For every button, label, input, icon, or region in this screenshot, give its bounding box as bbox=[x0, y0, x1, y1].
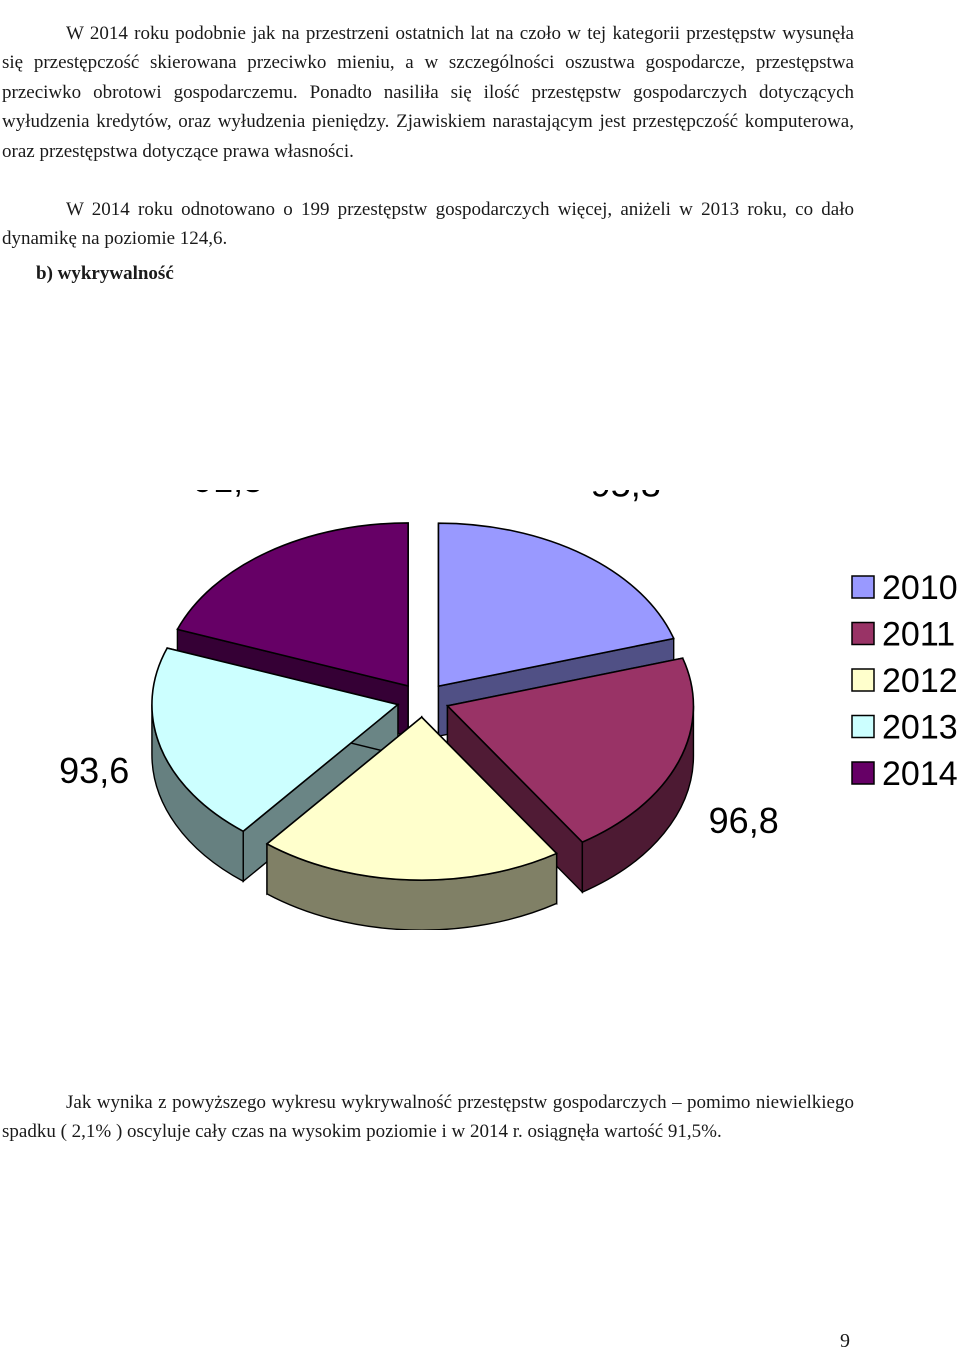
pie-slice-2010 bbox=[437, 522, 675, 688]
pie-slice-2012 bbox=[265, 716, 559, 881]
legend-label-2010: 2010 bbox=[882, 569, 958, 607]
data-label-2011: 96,8 bbox=[709, 800, 779, 841]
data-label-2013: 93,6 bbox=[59, 750, 129, 791]
data-label-2014: 91,5 bbox=[193, 490, 263, 500]
paragraph-conclusion: Jak wynika z powyższego wykresu wykrywal… bbox=[2, 1092, 854, 1143]
legend-swatch-2010 bbox=[851, 575, 875, 599]
data-label-2010: 95,8 bbox=[591, 490, 661, 505]
pie-slice-2013 bbox=[151, 647, 400, 833]
page-number: 9 bbox=[840, 1330, 850, 1352]
pie-layer bbox=[151, 522, 695, 930]
legend-swatch-2013 bbox=[851, 714, 875, 739]
pie-slice-2011 bbox=[445, 657, 695, 844]
legend-swatch-2011 bbox=[851, 621, 875, 646]
legend-label-2011: 2011 bbox=[882, 616, 955, 654]
section-heading: b) wykrywalność bbox=[36, 263, 174, 284]
legend-swatch-2014 bbox=[851, 761, 875, 785]
legend-label-2013: 2013 bbox=[882, 709, 958, 747]
legend: 2010 2011 2012 2013 2014 bbox=[851, 569, 958, 793]
legend-label-2014: 2014 bbox=[882, 755, 958, 793]
detection-rate-pie-chart: 95,896,894,893,691,5 2010201120122013201… bbox=[59, 490, 958, 930]
data-label-layer: 95,896,894,893,691,5 bbox=[59, 490, 779, 841]
paragraph-statistics: W 2014 roku odnotowano o 199 przestępstw… bbox=[2, 199, 854, 250]
paragraph-intro: W 2014 roku podobnie jak na przestrzeni … bbox=[2, 23, 854, 162]
legend-label-2012: 2012 bbox=[882, 662, 958, 700]
pie-slice-2014 bbox=[176, 522, 409, 687]
legend-swatch-2012 bbox=[851, 668, 875, 692]
